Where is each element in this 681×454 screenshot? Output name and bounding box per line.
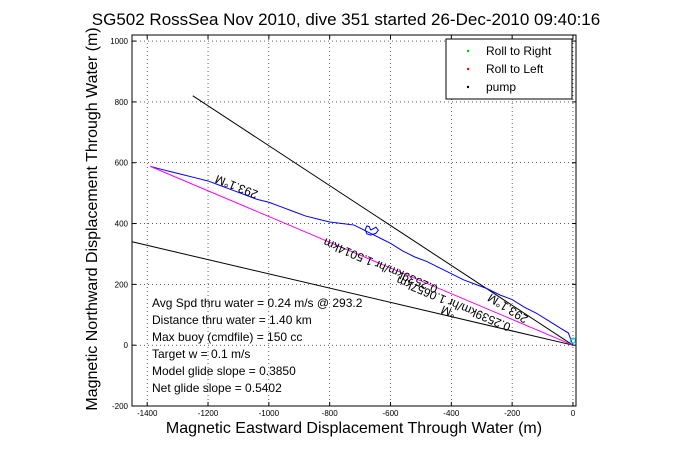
track-start-marker (569, 337, 577, 344)
annotation-text: Avg Spd thru water = 0.24 m/s @ 293.2 (152, 296, 363, 310)
legend-marker (466, 49, 470, 53)
plot-frame (131, 34, 577, 407)
y-tick-label: 800 (115, 98, 129, 107)
rotated-annotation: °M (439, 302, 458, 321)
x-tick-label: -1400 (137, 409, 158, 418)
legend-marker (466, 67, 470, 71)
chart-title: SG502 RossSea Nov 2010, dive 351 started… (92, 10, 600, 29)
annotation-text: Model glide slope = 0.3850 (152, 364, 296, 378)
x-tick-label: -800 (322, 409, 339, 418)
legend-marker (466, 85, 470, 89)
series-layer (131, 95, 577, 346)
y-tick-label: -200 (112, 402, 129, 411)
rotated-annotation: 293.1°M (213, 172, 260, 202)
x-tick-label: -1000 (259, 409, 280, 418)
y-tick-label: 1000 (110, 37, 128, 46)
legend-entry: Roll to Right (486, 44, 552, 58)
reference-line-1 (131, 241, 574, 346)
y-tick-label: 200 (115, 280, 129, 289)
x-tick-label: -200 (504, 409, 521, 418)
annotation-text: Max buoy (cmdfile) = 150 cc (152, 330, 302, 344)
y-axis-label: Magnetic Northward Displacement Through … (84, 27, 101, 410)
y-tick-label: 400 (115, 220, 129, 229)
x-tick-label: -1200 (198, 409, 219, 418)
annotation-text: Distance thru water = 1.40 km (152, 313, 312, 327)
y-tick-label: 600 (115, 159, 129, 168)
legend-entry: pump (486, 80, 516, 94)
annotation-text: Net glide slope = 0.5402 (152, 381, 282, 395)
x-tick-label: -600 (382, 409, 399, 418)
annotation-text: Target w = 0.1 m/s (152, 347, 250, 361)
x-axis-label: Magnetic Eastward Displacement Through W… (166, 420, 542, 437)
annotations: Avg Spd thru water = 0.24 m/s @ 293.2 Dis… (152, 296, 363, 395)
reference-line-0 (192, 95, 574, 346)
x-tick-label: 0 (571, 409, 576, 418)
series-line-1 (150, 165, 574, 346)
y-tick-label: 0 (124, 341, 129, 350)
legend-entry: Roll to Left (486, 62, 544, 76)
series-line-2 (364, 225, 379, 236)
axis-ticks: -1400 -1200 -1000 -800 -600 -400 -200 0 -200 0 200… (110, 35, 576, 418)
legend: Roll to Right Roll to Left pump (445, 38, 573, 100)
x-tick-label: -400 (443, 409, 460, 418)
